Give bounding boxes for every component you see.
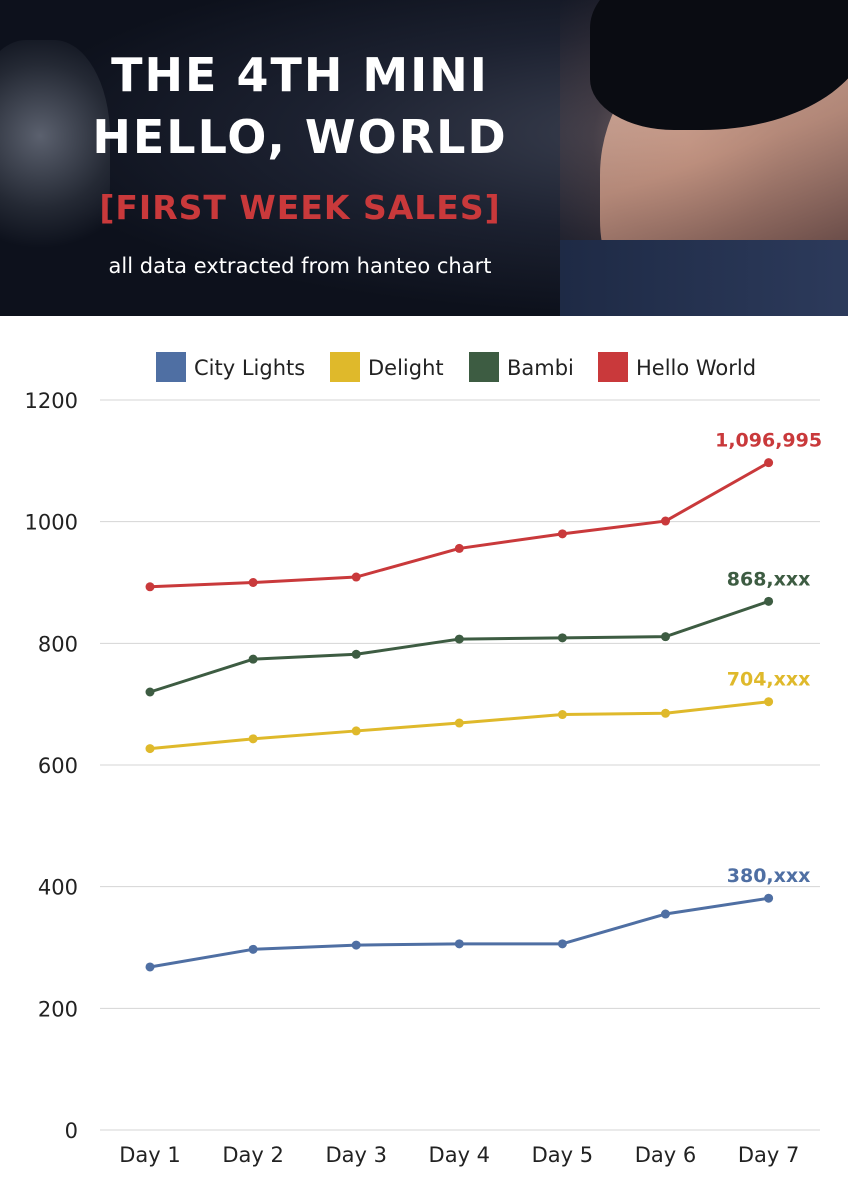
legend-label: Hello World bbox=[636, 356, 756, 380]
header-banner: THE 4TH MINI HELLO, WORLD [FIRST WEEK SA… bbox=[0, 0, 848, 316]
data-point bbox=[145, 582, 155, 592]
data-point bbox=[248, 578, 258, 587]
series-layer: 380,xxx 704,xxx 868,xxx 1,096,995 bbox=[145, 430, 822, 972]
data-point bbox=[661, 516, 670, 526]
data-point bbox=[661, 632, 670, 642]
legend-label: Bambi bbox=[507, 356, 574, 380]
data-point bbox=[454, 718, 464, 728]
data-point bbox=[557, 710, 567, 720]
legend-label: Delight bbox=[368, 356, 444, 380]
artist-hair bbox=[590, 0, 848, 130]
y-tick-label: 0 bbox=[65, 1119, 78, 1143]
x-tick-label: Day 3 bbox=[325, 1143, 387, 1167]
data-point bbox=[351, 726, 361, 736]
y-tick-label: 600 bbox=[38, 754, 78, 778]
data-point bbox=[454, 543, 464, 553]
legend-label: City Lights bbox=[194, 356, 305, 380]
data-point bbox=[454, 634, 464, 644]
y-tick-label: 800 bbox=[38, 632, 78, 656]
x-tick-label: Day 2 bbox=[222, 1143, 284, 1167]
data-point bbox=[145, 962, 155, 972]
data-point bbox=[248, 944, 258, 954]
data-point bbox=[351, 940, 361, 950]
series-line bbox=[149, 896, 769, 969]
x-tick-label: Day 1 bbox=[119, 1143, 181, 1167]
x-tick-label: Day 4 bbox=[429, 1143, 491, 1167]
grid-layer: 0 200 400 600 800 1000 1200 Day 1 Day 2 Day 3 Day … bbox=[25, 389, 820, 1167]
y-tick-label: 200 bbox=[38, 997, 78, 1021]
y-tick-label: 1000 bbox=[25, 511, 78, 535]
y-tick-label: 400 bbox=[38, 876, 78, 900]
x-tick-label: Day 6 bbox=[635, 1143, 697, 1167]
data-point bbox=[557, 939, 567, 949]
series-line bbox=[149, 461, 770, 589]
data-point bbox=[351, 572, 361, 582]
source-note: all data extracted from hanteo chart bbox=[108, 254, 492, 278]
end-value-label: 868,xxx bbox=[727, 568, 811, 590]
x-tick-label: Day 7 bbox=[738, 1143, 800, 1167]
data-point bbox=[764, 893, 774, 903]
legend: City Lights Delight Bambi Hello World bbox=[156, 352, 756, 382]
y-tick-label: 1200 bbox=[25, 389, 78, 413]
legend-swatch bbox=[330, 352, 360, 382]
title-line-1: THE 4TH MINI bbox=[111, 48, 489, 102]
data-point bbox=[764, 458, 774, 468]
data-point bbox=[764, 697, 774, 707]
title-line-2: HELLO, WORLD bbox=[92, 110, 508, 164]
data-point bbox=[248, 734, 258, 744]
data-point bbox=[557, 633, 567, 643]
end-value-label: 1,096,995 bbox=[715, 430, 822, 452]
data-point bbox=[557, 529, 567, 539]
legend-swatch bbox=[156, 352, 186, 382]
line-chart: 0 200 400 600 800 1000 1200 Day 1 Day 2 Day 3 Day … bbox=[25, 352, 822, 1167]
data-point bbox=[145, 687, 155, 697]
x-tick-label: Day 5 bbox=[532, 1143, 594, 1167]
motorcycle-photo bbox=[0, 40, 110, 280]
data-point bbox=[661, 909, 670, 919]
subtitle: [FIRST WEEK SALES] bbox=[99, 188, 501, 227]
series-line bbox=[149, 599, 770, 694]
end-value-label: 704,xxx bbox=[727, 669, 811, 691]
end-value-label: 380,xxx bbox=[727, 865, 811, 887]
data-point bbox=[661, 708, 670, 718]
data-point bbox=[248, 654, 258, 664]
data-point bbox=[454, 939, 464, 949]
data-point bbox=[351, 649, 361, 659]
legend-swatch bbox=[598, 352, 628, 382]
legend-swatch bbox=[469, 352, 499, 382]
data-point bbox=[145, 744, 155, 754]
artist-jacket bbox=[560, 240, 848, 316]
data-point bbox=[764, 596, 774, 606]
